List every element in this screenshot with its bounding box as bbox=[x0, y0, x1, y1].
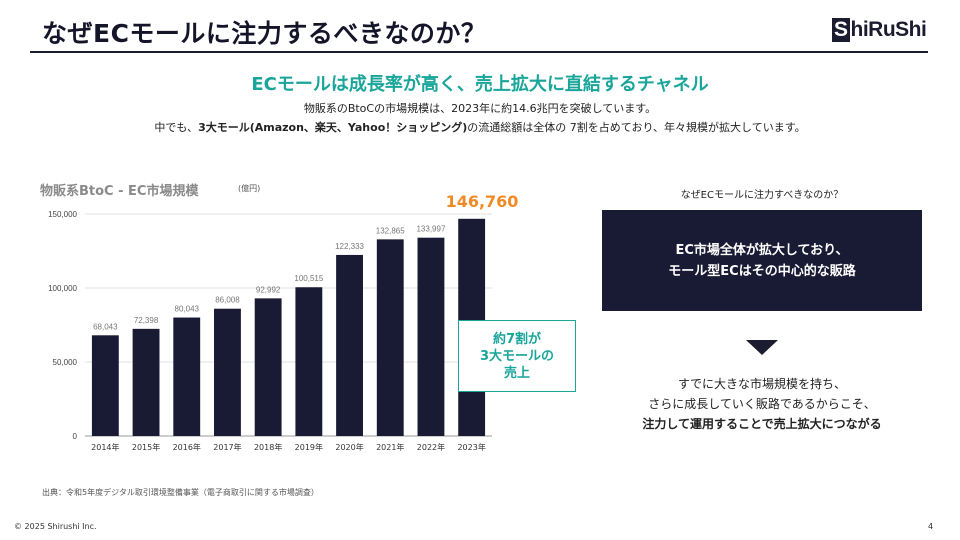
slide-title: なぜECモールに注力するべきなのか？ bbox=[42, 19, 487, 48]
x-tick-label: 2018年 bbox=[254, 442, 282, 452]
bar-value-label: 133,997 bbox=[416, 225, 445, 234]
bar bbox=[254, 298, 282, 436]
x-tick-label: 2015年 bbox=[132, 442, 160, 452]
market-size-bar-chart: 0 50,000 100,000 150,000 68,043 2014年 72,398 20… bbox=[48, 210, 492, 452]
y-tick-label: 50,000 bbox=[53, 358, 78, 367]
bar bbox=[376, 239, 404, 436]
lead-line-2-bold: 3大モール(Amazon、楽天、Yahoo！ショッピング) bbox=[198, 121, 468, 134]
bar bbox=[417, 237, 445, 436]
callout-line-3: 売上 bbox=[503, 365, 530, 381]
bar bbox=[295, 287, 323, 436]
callout-line-1: 約7割が bbox=[492, 331, 542, 347]
lead-line-2-pre: 中でも、 bbox=[154, 121, 199, 134]
title-divider bbox=[30, 51, 928, 53]
logo-text: hiRuShi bbox=[850, 18, 927, 41]
highlight-value-2023: 146,760 bbox=[445, 192, 519, 211]
x-tick-label: 2019年 bbox=[295, 442, 323, 452]
bar-value-label: 68,043 bbox=[93, 322, 118, 331]
x-tick-label: 2014年 bbox=[91, 442, 119, 452]
bar bbox=[173, 317, 201, 436]
bar bbox=[214, 308, 241, 436]
page-number: 4 bbox=[928, 522, 934, 531]
conclusion-text: すでに大きな市場規模を持ち、 さらに成長していく販路であるからこそ、 注力して運… bbox=[602, 374, 922, 434]
logo-mark: S bbox=[832, 18, 850, 42]
x-tick-label: 2016年 bbox=[173, 442, 201, 452]
lead-line-2-post: の流通総額は全体の 7割を占めており、年々規模が拡大しています。 bbox=[467, 121, 806, 134]
bar-value-label: 122,333 bbox=[335, 242, 364, 251]
bar-value-label: 86,008 bbox=[215, 296, 240, 305]
bar-value-label: 132,865 bbox=[376, 226, 405, 235]
bar bbox=[91, 335, 119, 436]
copyright: © 2025 Shirushi Inc. bbox=[14, 522, 97, 531]
conclusion-line-3: 注力して運用することで売上拡大につながる bbox=[642, 417, 882, 431]
headline: ECモールは成長率が高く、売上拡大に直結するチャネル bbox=[251, 74, 709, 95]
bar-value-label: 72,398 bbox=[134, 316, 159, 325]
bar-value-label: 92,992 bbox=[256, 285, 281, 294]
side-question: なぜECモールに注力すべきなのか？ bbox=[680, 190, 844, 201]
y-tick-label: 0 bbox=[73, 432, 78, 441]
down-triangle-icon bbox=[746, 340, 778, 355]
bar-value-label: 100,515 bbox=[294, 274, 323, 283]
x-tick-label: 2022年 bbox=[417, 442, 445, 452]
bar bbox=[336, 254, 363, 436]
y-tick-label: 100,000 bbox=[48, 284, 77, 293]
bar bbox=[132, 328, 160, 436]
lead-line-2: 中でも、3大モール(Amazon、楽天、Yahoo！ショッピング)の流通総額は全… bbox=[0, 119, 960, 135]
mall-share-callout: 約7割が 3大モールの 売上 bbox=[458, 320, 576, 392]
key-point-line-2: モール型ECはその中心的な販路 bbox=[668, 263, 856, 279]
x-tick-label: 2017年 bbox=[213, 442, 241, 452]
x-tick-label: 2020年 bbox=[335, 442, 363, 452]
x-tick-label: 2021年 bbox=[376, 442, 404, 452]
lead-line-1: 物販系のBtoCの市場規模は、2023年に約14.6兆円を突破しています。 bbox=[303, 102, 657, 115]
chart-unit: (億円) bbox=[238, 184, 261, 193]
chart-title: 物販系BtoC - EC市場規模 bbox=[40, 184, 199, 199]
key-point-box: EC市場全体が拡大しており、 モール型ECはその中心的な販路 bbox=[602, 210, 922, 311]
x-tick-label: 2023年 bbox=[457, 442, 485, 452]
y-tick-label: 150,000 bbox=[48, 210, 77, 219]
bar-value-label: 80,043 bbox=[175, 305, 200, 314]
source-note: 出典：令和5年度デジタル取引環境整備事業（電子商取引に関する市場調査） bbox=[42, 488, 319, 497]
key-point-line-1: EC市場全体が拡大しており、 bbox=[675, 242, 849, 258]
conclusion-line-2: さらに成長していく販路であるからこそ、 bbox=[648, 397, 876, 411]
conclusion-line-1: すでに大きな市場規模を持ち、 bbox=[677, 377, 847, 391]
callout-line-2: 3大モールの bbox=[479, 348, 555, 364]
